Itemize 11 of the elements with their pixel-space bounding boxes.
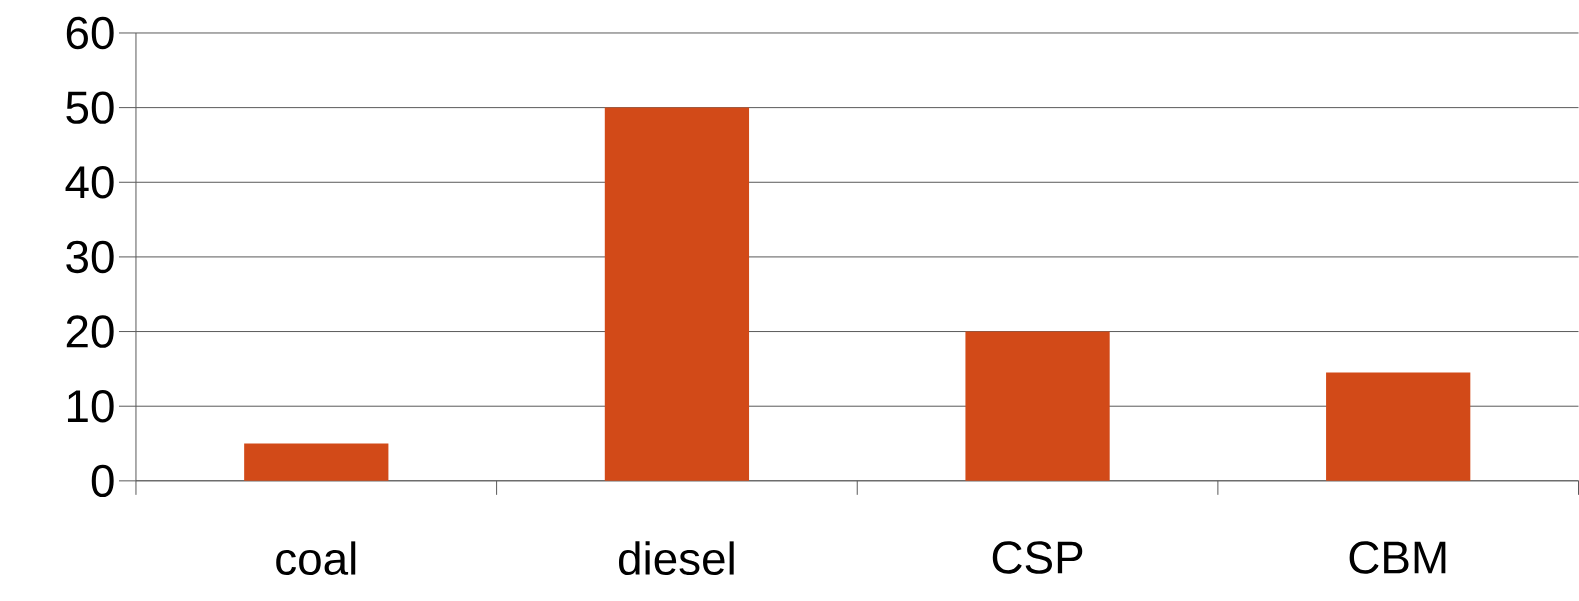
x-tick-label: diesel (618, 541, 734, 576)
y-tick-label: 30 (66, 240, 114, 274)
y-tick-label: 60 (66, 16, 114, 50)
y-tick-label: 20 (66, 315, 114, 348)
y-tick-label: 0 (91, 464, 114, 498)
y-tick-label: 10 (67, 390, 114, 423)
x-tick-label: CSP (992, 541, 1083, 574)
y-tick-label: 50 (66, 91, 114, 124)
x-tick-label: CBM (1349, 541, 1446, 574)
y-tick-label: 40 (65, 166, 114, 199)
x-tick-label: coal (276, 541, 356, 576)
